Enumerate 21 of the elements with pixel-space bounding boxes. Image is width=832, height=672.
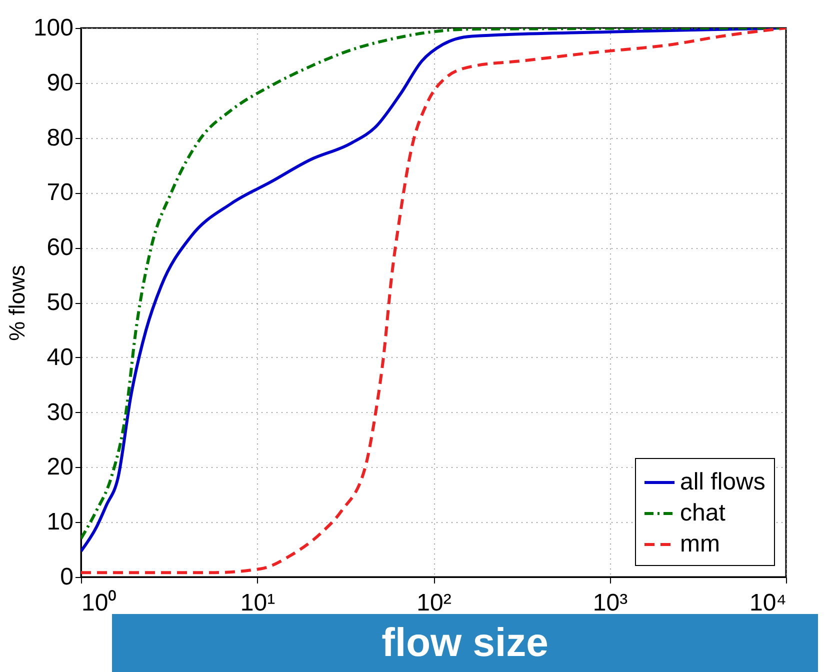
- y-tick-label: 90: [46, 69, 74, 96]
- legend-label: mm: [680, 530, 720, 558]
- y-tick-label: 70: [46, 179, 74, 206]
- x-tick-label: 10²: [416, 590, 452, 616]
- y-tick-label: 10: [46, 508, 74, 536]
- y-tick-label: 0: [60, 564, 74, 590]
- y-tick-label: 100: [33, 14, 74, 42]
- x-tick-label: 10¹: [240, 590, 276, 616]
- x-tick-label: 10³: [592, 590, 628, 616]
- x-tick-label: 10⁴: [749, 590, 786, 616]
- x-axis-title: flow size: [382, 621, 548, 665]
- y-axis-title: % flows: [4, 265, 30, 341]
- legend-label: chat: [680, 500, 726, 526]
- x-tick-label: 10⁰: [82, 590, 116, 616]
- y-tick-label: 20: [46, 454, 74, 481]
- y-tick-label: 60: [46, 234, 74, 262]
- y-tick-label: 80: [46, 124, 74, 152]
- legend-label: all flows: [680, 468, 766, 496]
- y-tick-label: 40: [46, 344, 74, 371]
- y-tick-label: 30: [46, 398, 74, 426]
- y-tick-label: 50: [46, 289, 74, 316]
